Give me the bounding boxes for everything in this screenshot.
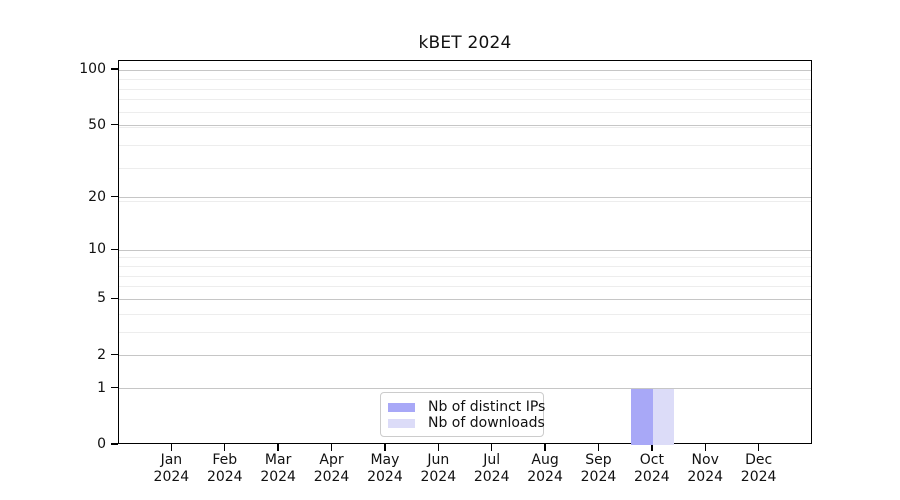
x-tick-month: Dec [745,452,773,468]
gridline-major [119,298,811,300]
x-tick-month: Mar [264,452,292,468]
x-tick-year: 2024 [740,468,777,485]
legend-swatch-nb-of-distinct-ips [388,402,415,412]
bar-nb-of-downloads [652,388,675,445]
y-tick-label: 5 [97,290,106,307]
x-tick-mark [170,444,173,451]
y-tick-mark [111,443,118,445]
legend-label: Nb of downloads [428,415,545,431]
x-tick-mark [651,444,653,451]
x-tick-year: 2024 [473,468,510,485]
x-tick-month: Apr [319,452,344,468]
x-tick-mark [490,444,493,451]
x-tick-mark [597,444,600,451]
x-tick-label: May 2024 [355,452,415,485]
legend-row: Nb of distinct IPs [388,399,545,415]
gridline-minor [119,331,811,333]
gridline-minor [119,88,811,90]
chart-title: kBET 2024 [418,33,512,53]
x-tick-year: 2024 [687,468,724,485]
x-tick-mark [437,444,439,451]
x-tick-label: Oct 2024 [622,452,682,485]
legend-box: Nb of distinct IPs Nb of downloads [380,392,545,437]
x-tick-month: May [370,452,400,468]
x-tick-mark [330,444,333,451]
x-tick-label: Feb 2024 [195,452,255,485]
gridline-minor [119,168,811,170]
gridline-minor [119,126,811,128]
x-tick-mark [277,444,279,451]
x-tick-mark [384,444,386,451]
gridline-major [119,197,811,199]
gridline-minor [119,201,811,203]
x-tick-label: Jun 2024 [408,452,468,485]
x-tick-month: Jun [427,452,450,468]
x-tick-mark [544,444,546,451]
gridline-major [119,69,811,71]
x-tick-year: 2024 [420,468,457,485]
x-tick-month: Feb [212,452,238,468]
x-tick-month: Nov [691,452,719,468]
gridline-minor [119,99,811,101]
y-tick-mark [111,195,118,198]
x-tick-year: 2024 [153,468,190,485]
x-tick-month: Sep [585,452,612,468]
x-tick-mark [704,444,706,451]
x-tick-label: Aug 2024 [515,452,575,485]
x-tick-label: Jan 2024 [141,452,201,485]
x-tick-month: Oct [639,452,664,468]
x-tick-label: Sep 2024 [568,452,628,485]
x-tick-label: Jul 2024 [462,452,522,485]
y-tick-label: 1 [97,379,106,396]
x-tick-label: Mar 2024 [248,452,308,485]
x-tick-label: Apr 2024 [302,452,362,485]
y-tick-label: 50 [88,116,106,133]
x-tick-month: Jul [483,452,501,468]
gridline-major [119,249,811,251]
x-tick-year: 2024 [634,468,670,485]
x-tick-month: Aug [531,452,559,468]
y-tick-label: 2 [97,346,106,363]
x-tick-year: 2024 [206,468,243,485]
gridline-minor [119,70,811,72]
x-tick-year: 2024 [527,468,563,485]
x-tick-mark [224,444,226,451]
y-tick-mark [111,68,118,70]
plot-area: Nb of distinct IPs Nb of downloads [118,60,812,445]
y-tick-label: 20 [88,188,106,205]
gridline-minor [119,144,811,146]
x-tick-label: Dec 2024 [729,452,789,485]
y-tick-label: 100 [79,61,106,78]
y-tick-label: 0 [97,436,106,452]
gridline-minor [119,275,811,277]
x-tick-year: 2024 [313,468,350,485]
legend-swatch-nb-of-downloads [388,418,415,428]
gridline-minor [119,266,811,267]
y-tick-mark [111,123,118,126]
y-tick-mark [111,354,118,356]
x-tick-month: Jan [160,452,183,468]
gridline-minor [119,313,811,315]
x-tick-year: 2024 [367,468,403,485]
x-tick-year: 2024 [580,468,617,485]
legend-row: Nb of downloads [388,415,545,431]
y-tick-label: 10 [88,241,106,258]
gridline-minor [119,286,811,288]
gridline-major [119,125,811,127]
x-tick-mark [757,444,760,451]
gridline-major [119,355,811,357]
legend-label: Nb of distinct IPs [428,399,546,415]
gridline-minor [119,78,811,80]
gridline-minor [119,257,811,259]
gridline-major [119,388,811,390]
gridline-minor [119,111,811,113]
y-tick-mark [111,386,118,389]
bar-nb-of-distinct-ips [631,388,653,445]
x-tick-label: Nov 2024 [675,452,735,485]
y-tick-mark [111,248,118,250]
x-tick-year: 2024 [260,468,296,485]
y-tick-mark [111,297,118,300]
